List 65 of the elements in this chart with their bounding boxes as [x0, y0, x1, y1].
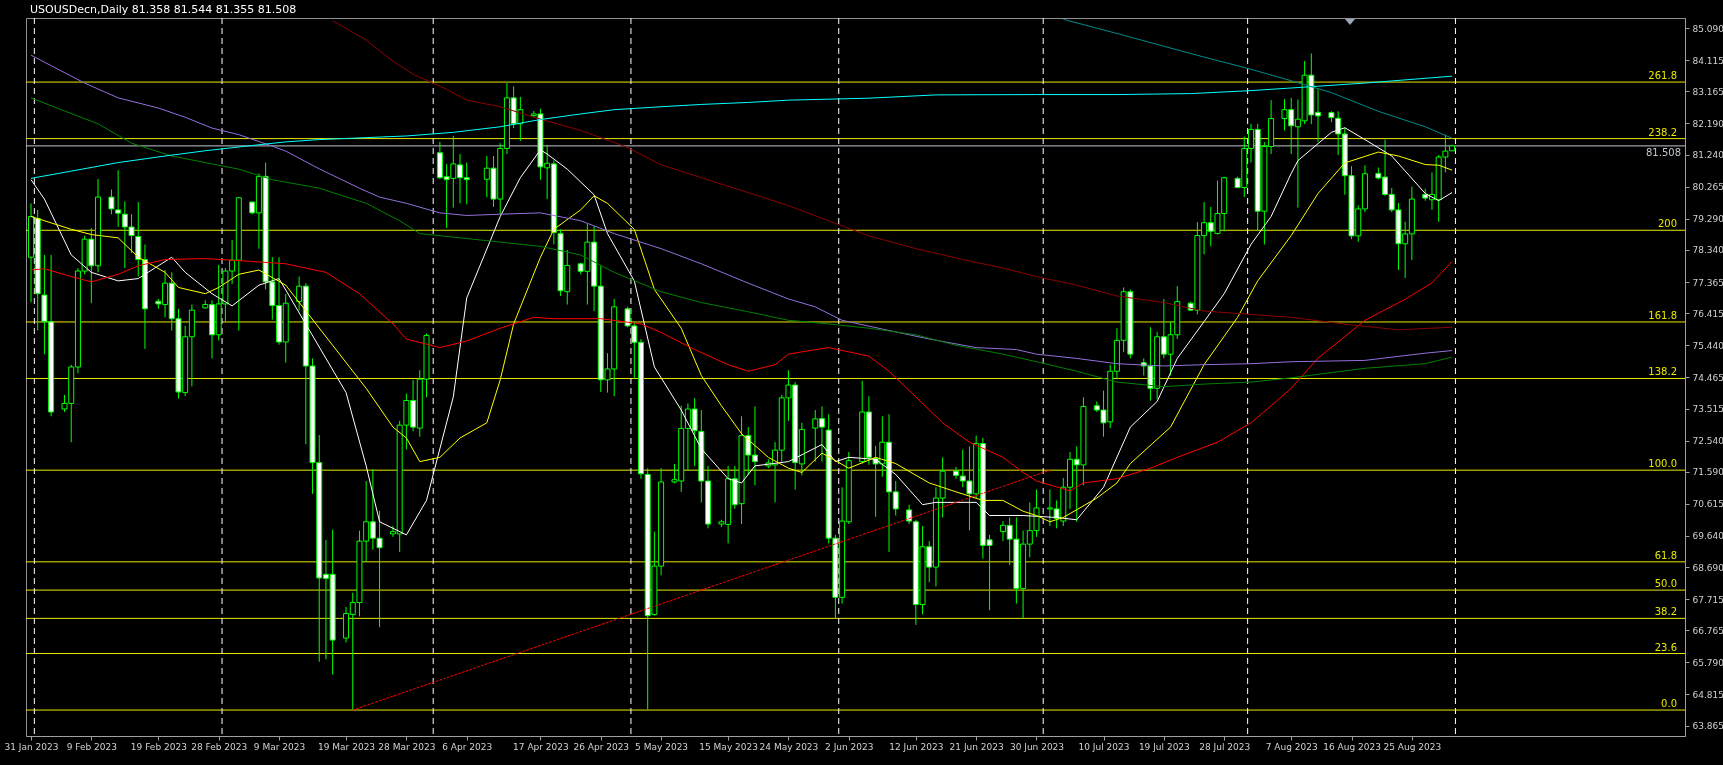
y-tick-label: 84.115: [1692, 55, 1723, 66]
x-tick-label: 28 Feb 2023: [191, 741, 248, 752]
x-tick-label: 26 Apr 2023: [573, 741, 630, 752]
x-tick-label: 24 May 2023: [759, 741, 819, 752]
annotation: 261.8: [1648, 70, 1677, 82]
y-tick-label: 78.340: [1692, 245, 1723, 256]
annotation: 161.8: [1648, 309, 1677, 321]
annotation: 23.6: [1654, 641, 1677, 653]
annotation: 138.2: [1648, 366, 1677, 378]
x-tick-label: 21 Jun 2023: [949, 741, 1004, 752]
y-tick-label: 72.540: [1692, 436, 1723, 447]
annotation: 200: [1657, 218, 1677, 230]
annotation: 238.2: [1648, 126, 1677, 138]
y-tick-label: 63.865: [1692, 721, 1723, 732]
y-tick-label: 67.715: [1692, 594, 1723, 605]
x-tick-label: 16 Aug 2023: [1323, 741, 1381, 752]
x-tick-label: 6 Apr 2023: [442, 741, 493, 752]
line-series: [30, 54, 1453, 367]
y-tick-label: 81.240: [1692, 150, 1723, 161]
x-tick-label: 15 May 2023: [699, 741, 758, 752]
x-tick-label: 7 Aug 2023: [1265, 741, 1318, 752]
x-tick-label: 10 Jul 2023: [1078, 741, 1130, 752]
x-tick-label: 31 Jan 2023: [4, 741, 59, 752]
candlestick: [135, 201, 142, 278]
line-series: [30, 97, 1453, 388]
ref-line-label: 81.508: [1646, 146, 1681, 158]
x-tick-label: 9 Feb 2023: [66, 741, 117, 752]
y-tick-label: 74.465: [1692, 372, 1723, 383]
y-tick-label: 85.090: [1692, 23, 1723, 34]
x-tick-label: 25 Aug 2023: [1383, 741, 1442, 752]
y-tick-label: 68.690: [1692, 562, 1723, 573]
x-tick-label: 2 Jun 2023: [825, 741, 874, 752]
x-tick-label: 5 May 2023: [635, 741, 689, 752]
y-tick-label: 69.640: [1692, 531, 1723, 542]
x-tick-label: 28 Mar 2023: [378, 741, 436, 752]
x-tick-label: 19 Jul 2023: [1138, 741, 1190, 752]
y-tick-label: 79.290: [1692, 214, 1723, 225]
x-tick-label: 28 Jul 2023: [1199, 741, 1251, 752]
line-series: [30, 75, 1453, 179]
annotation: 61.8: [1654, 549, 1677, 561]
y-tick-label: 77.365: [1692, 277, 1723, 288]
x-tick-label: 12 Jun 2023: [889, 741, 944, 752]
annotation: 100.0: [1648, 458, 1677, 470]
line-series: [1062, 18, 1453, 139]
y-tick-label: 76.415: [1692, 308, 1723, 319]
x-tick-label: 30 Jun 2023: [1009, 741, 1065, 752]
y-tick-label: 75.440: [1692, 340, 1723, 351]
y-tick-label: 73.515: [1692, 404, 1723, 415]
y-tick-label: 71.590: [1692, 467, 1723, 478]
y-tick-label: 64.815: [1692, 689, 1723, 700]
y-tick-label: 82.190: [1692, 118, 1723, 129]
y-tick-label: 80.265: [1692, 182, 1723, 193]
chart-title: USOUSDecn,Daily 81.358 81.544 81.355 81.508: [30, 3, 297, 16]
annotation: 0.0: [1661, 698, 1677, 710]
line-series: [332, 20, 1453, 331]
annotation: 38.2: [1654, 606, 1677, 618]
x-tick-label: 19 Feb 2023: [130, 741, 187, 752]
x-tick-label: 17 Apr 2023: [513, 741, 569, 752]
annotation: 50.0: [1654, 578, 1677, 590]
x-tick-label: 19 Mar 2023: [318, 741, 376, 752]
y-tick-label: 83.165: [1692, 86, 1723, 97]
y-tick-label: 70.615: [1692, 499, 1723, 510]
x-tick-label: 9 Mar 2023: [253, 741, 306, 752]
y-tick-label: 66.765: [1692, 625, 1723, 636]
y-tick-label: 65.790: [1692, 657, 1723, 668]
